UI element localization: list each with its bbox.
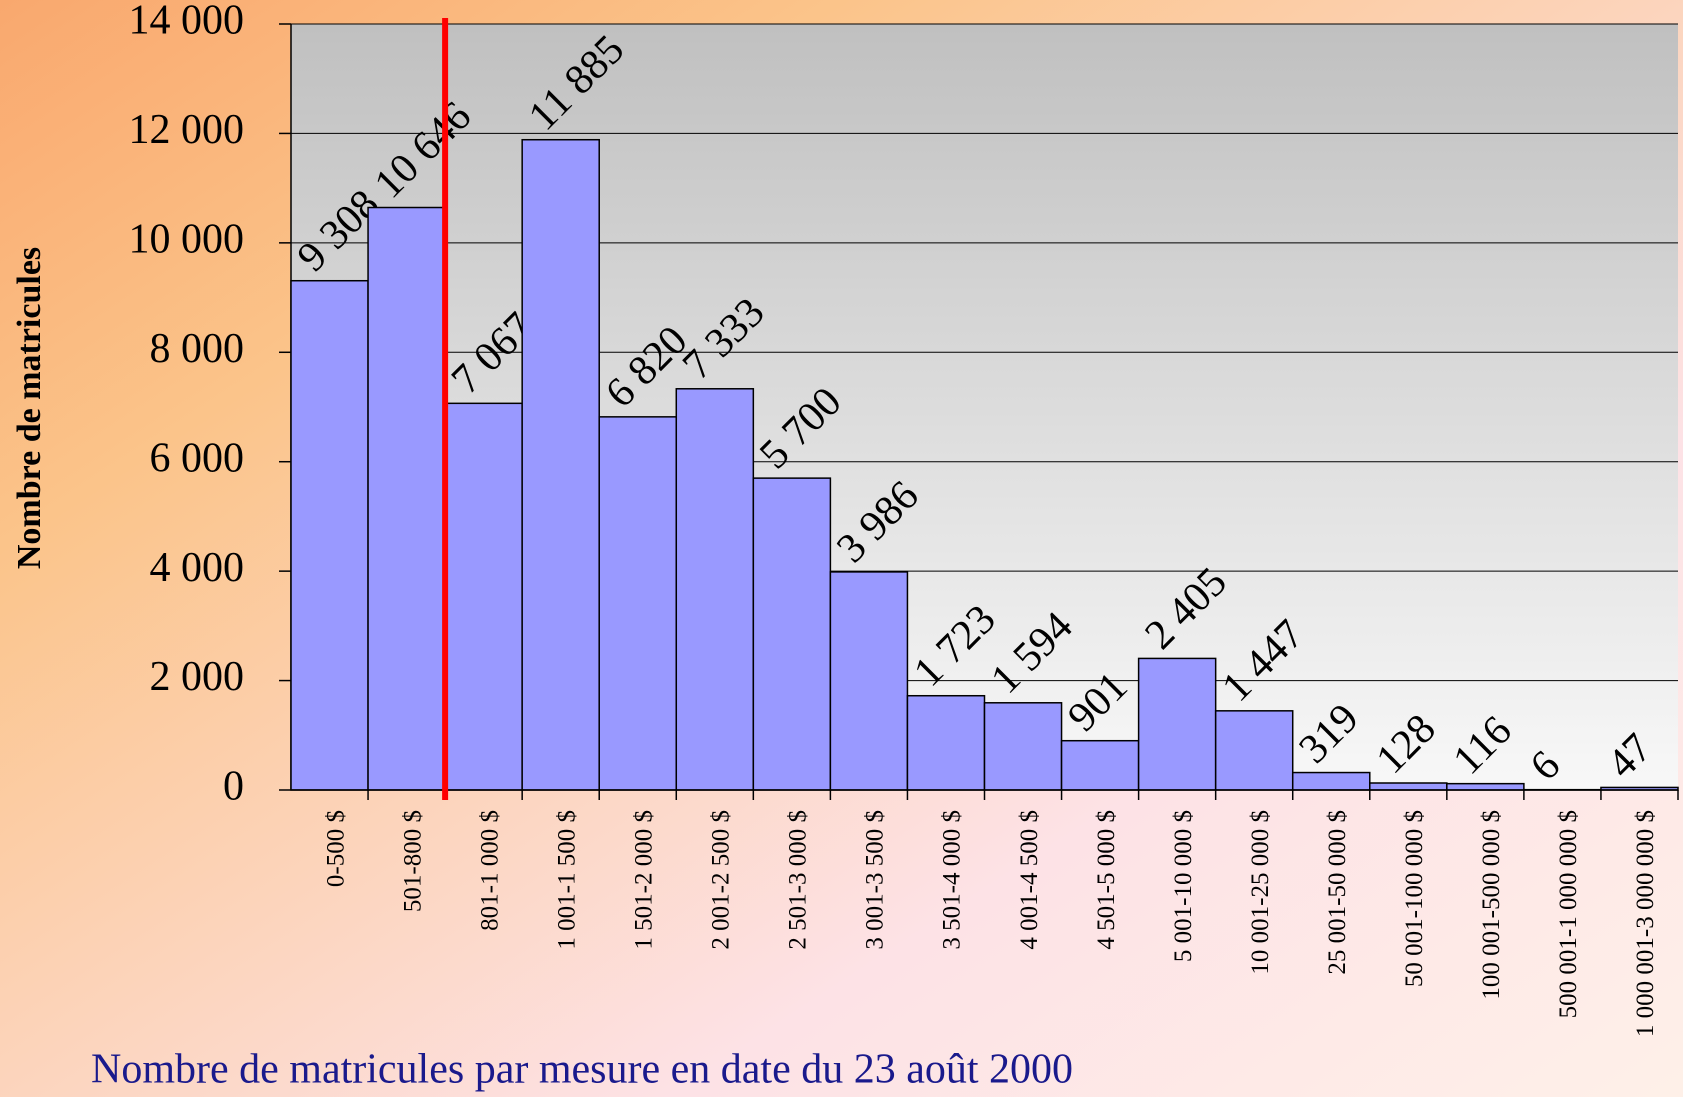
x-tick-label: 5 001-10 000 $ (1170, 810, 1197, 962)
x-tick-label: 1 501-2 000 $ (630, 810, 657, 950)
bar (983, 702, 1063, 791)
bar (829, 571, 909, 791)
x-tick-label: 0-500 $ (322, 810, 349, 887)
bar (675, 388, 755, 791)
y-tick-label: 0 (223, 764, 244, 810)
x-tick-label: 4 001-4 500 $ (1016, 810, 1043, 950)
bar (521, 138, 600, 791)
x-tick-label: 2 001-2 500 $ (708, 810, 735, 950)
x-tick-label: 4 501-5 000 $ (1093, 810, 1120, 950)
y-axis-title: Nombre de matricules (11, 247, 48, 569)
x-tick-label: 50 001-100 000 $ (1401, 810, 1428, 987)
bar (290, 279, 369, 791)
y-tick-label: 14 000 (129, 0, 245, 44)
bar (1214, 710, 1294, 791)
y-tick-label: 10 000 (129, 216, 245, 262)
x-tick-label: 801-1 000 $ (476, 810, 503, 931)
x-tick-label: 501-800 $ (399, 810, 426, 912)
y-tick-label: 8 000 (150, 326, 245, 372)
x-tick-label: 25 001-50 000 $ (1324, 810, 1351, 975)
bar (444, 402, 523, 791)
bar (367, 206, 446, 791)
x-tick-label: 100 001-500 000 $ (1478, 810, 1505, 1000)
x-tick-label: 3 501-4 000 $ (939, 810, 966, 950)
bar (906, 694, 986, 791)
y-tick-label: 4 000 (150, 545, 245, 591)
y-tick-label: 2 000 (150, 654, 245, 700)
bar (752, 477, 832, 791)
x-tick-label: 10 001-25 000 $ (1247, 810, 1274, 975)
bar (1137, 657, 1217, 791)
x-tick-label: 3 001-3 500 $ (862, 810, 889, 950)
x-tick-label: 1 001-1 500 $ (553, 810, 580, 950)
bar (598, 416, 678, 791)
x-tick-label: 2 501-3 000 $ (785, 810, 812, 950)
bar (1291, 771, 1371, 791)
bar (1060, 739, 1140, 791)
x-tick-label: 1 000 001-3 000 000 $ (1632, 810, 1659, 1037)
bar (1446, 782, 1525, 791)
y-tick-label: 6 000 (150, 435, 245, 481)
x-tick-label: 500 001-1 000 000 $ (1555, 810, 1582, 1018)
y-tick-label: 12 000 (129, 107, 245, 153)
chart-title: Nombre de matricules par mesure en date … (91, 1047, 1073, 1093)
bar (1369, 782, 1448, 791)
